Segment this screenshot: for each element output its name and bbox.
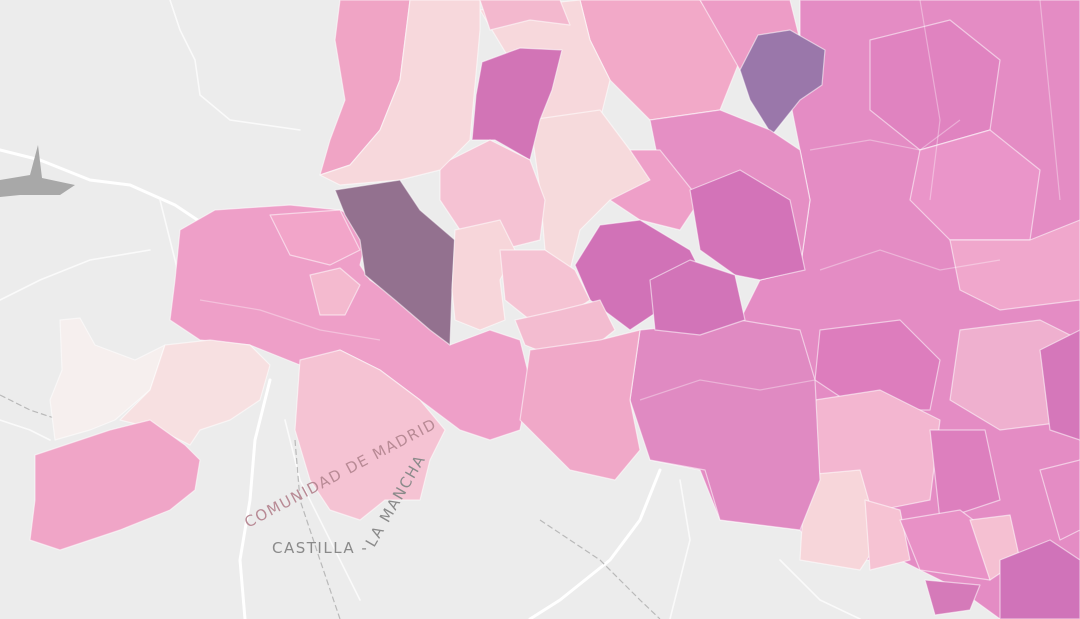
region-southeast-i[interactable] bbox=[1039, 459, 1080, 541]
region-southeast-d[interactable] bbox=[864, 499, 911, 571]
region-east-f[interactable] bbox=[1039, 329, 1080, 441]
region-west-top[interactable] bbox=[269, 209, 361, 266]
region-dark-mauve[interactable] bbox=[334, 179, 456, 346]
region-left-column-b[interactable] bbox=[319, 0, 481, 186]
reservoir bbox=[0, 145, 75, 197]
region-light-center[interactable] bbox=[451, 219, 516, 331]
region-pale-pink-center[interactable] bbox=[439, 139, 546, 251]
region-left-column-c[interactable] bbox=[479, 0, 571, 31]
region-east-c[interactable] bbox=[949, 219, 1080, 311]
region-magenta-north[interactable] bbox=[471, 47, 563, 161]
region-magenta-a[interactable] bbox=[689, 169, 806, 281]
region-south-pink[interactable] bbox=[519, 329, 641, 481]
region-borders-gray bbox=[0, 394, 661, 619]
region-west-light[interactable] bbox=[119, 339, 271, 446]
region-south-central[interactable] bbox=[629, 319, 821, 531]
inner-roads bbox=[199, 0, 1061, 401]
region-southwest-pink[interactable] bbox=[29, 419, 201, 551]
background-roads bbox=[0, 0, 861, 619]
region-south-light-pink[interactable] bbox=[294, 349, 446, 521]
region-southeast-h[interactable] bbox=[924, 579, 981, 616]
region-west-small[interactable] bbox=[309, 267, 361, 316]
region-southeast-b[interactable] bbox=[929, 429, 1001, 521]
region-magenta-c[interactable] bbox=[649, 259, 746, 336]
region-violet[interactable] bbox=[739, 29, 826, 136]
municipality-regions[interactable] bbox=[29, 0, 1080, 619]
label-castilla-la-mancha: CASTILLA - bbox=[272, 539, 368, 557]
region-west-very-light[interactable] bbox=[49, 317, 166, 441]
region-southeast-g[interactable] bbox=[999, 539, 1080, 619]
